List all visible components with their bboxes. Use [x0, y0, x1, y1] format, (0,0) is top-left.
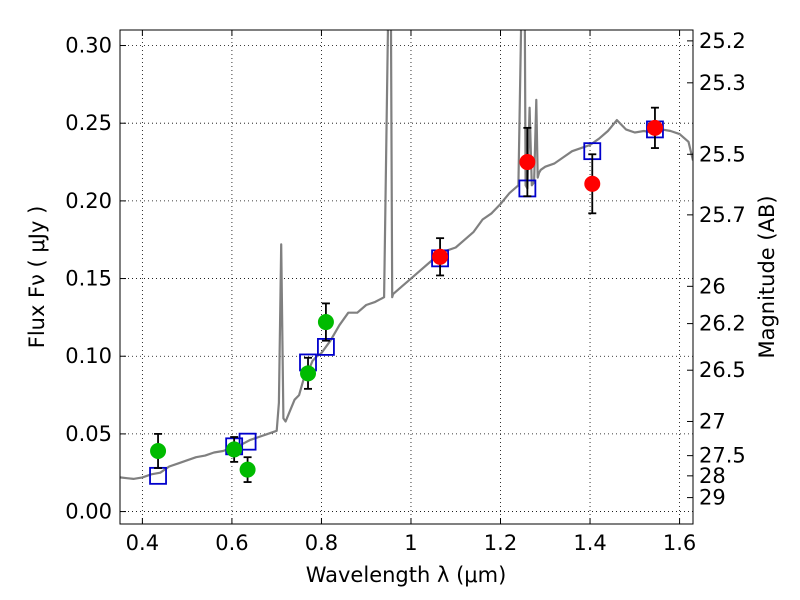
- right-tick-label: 27: [699, 409, 726, 433]
- x-tick-label: 1.2: [484, 531, 517, 555]
- x-tick-label: 1.4: [573, 531, 606, 555]
- data-point: [150, 442, 167, 459]
- right-tick-label: 25.7: [699, 203, 746, 227]
- right-tick-label: 26: [699, 274, 726, 298]
- y-axis-label: Flux Fν ( μJy ): [25, 206, 49, 349]
- right-axis-label: Magnitude (AB): [755, 195, 779, 358]
- y-tick-label: 0.20: [65, 189, 112, 213]
- y-tick-label: 0.05: [65, 422, 112, 446]
- right-tick-label: 28: [699, 464, 726, 488]
- model-point: [238, 432, 257, 451]
- y-tick-label: 0.25: [65, 111, 112, 135]
- x-axis-label: Wavelength λ (μm): [306, 563, 507, 587]
- x-tick-label: 0.6: [215, 531, 248, 555]
- x-tick-label: 1.6: [663, 531, 696, 555]
- x-tick-label: 0.8: [305, 531, 338, 555]
- y-tick-label: 0.30: [65, 34, 112, 58]
- right-tick-label: 25.5: [699, 142, 746, 166]
- right-tick-label: 25.2: [699, 29, 746, 53]
- x-tick-label: 1: [404, 531, 417, 555]
- right-tick-label: 27.5: [699, 444, 746, 468]
- data-point: [317, 314, 334, 331]
- x-tick-label: 0.4: [126, 531, 159, 555]
- grid: [120, 30, 693, 524]
- y-tick-label: 0.00: [65, 500, 112, 524]
- plot-frame: [119, 29, 694, 525]
- data-point: [300, 365, 317, 382]
- data-point: [432, 248, 449, 265]
- spectrum-line: [120, 30, 693, 480]
- y-tick-label: 0.15: [65, 267, 112, 291]
- right-tick-label: 29: [699, 486, 726, 510]
- data-point: [584, 175, 601, 192]
- data-point: [646, 119, 663, 136]
- data-point: [226, 441, 243, 458]
- y-tick-label: 0.10: [65, 344, 112, 368]
- right-tick-label: 26.5: [699, 358, 746, 382]
- right-tick-label: 25.3: [699, 71, 746, 95]
- data-point: [519, 154, 536, 171]
- right-tick-label: 26.2: [699, 312, 746, 336]
- ticks: 0.4 0.6 0.8 1 1.2 1.4 1.6 0.00 0.05 0.10 0.15 0.20 0…: [65, 29, 746, 555]
- data-point: [239, 461, 256, 478]
- plot-area: [120, 30, 693, 485]
